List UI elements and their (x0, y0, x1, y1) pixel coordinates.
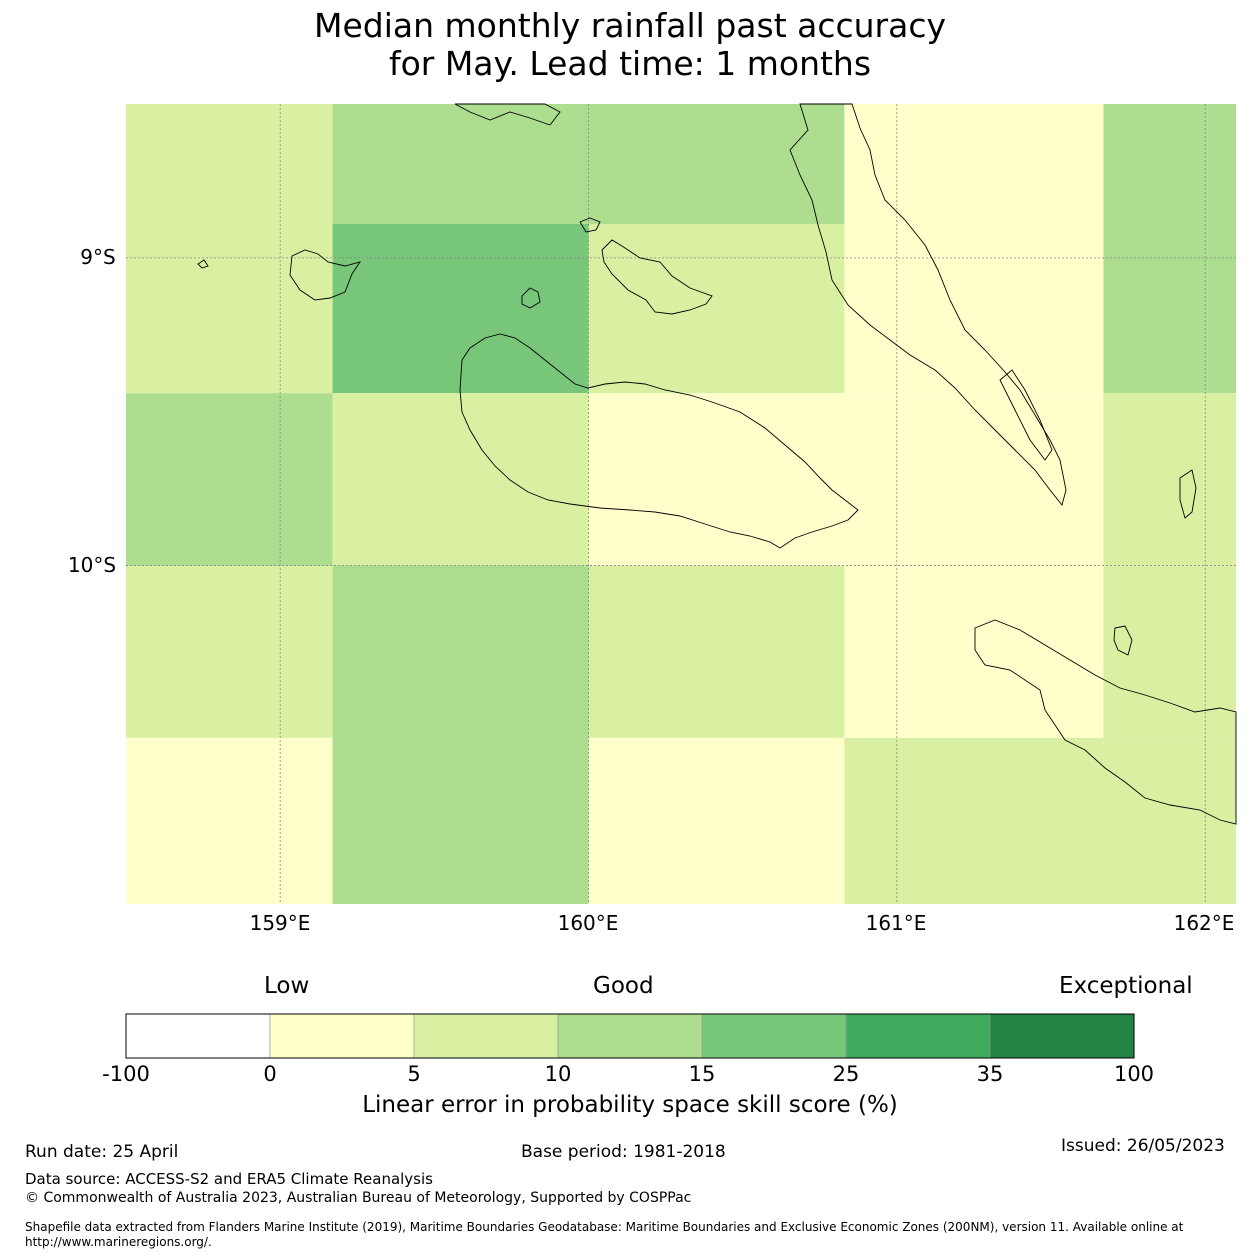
grid-cell (844, 224, 1104, 394)
colorbar-label-good: Good (593, 973, 654, 999)
grid-cell (844, 737, 1104, 904)
grid-cell (126, 565, 333, 738)
grid-cell (1103, 737, 1236, 904)
colorbar-tick-7: 100 (1113, 1062, 1155, 1086)
lon-label-162e: 162°E (1173, 911, 1235, 935)
colorbar-tick-3: 10 (544, 1062, 572, 1086)
grid-cell (1103, 224, 1236, 394)
grid-cells (126, 104, 1236, 904)
islet-coast (197, 259, 209, 269)
map-title-line2: for May. Lead time: 1 months (388, 44, 872, 83)
grid-cell (332, 104, 589, 224)
colorbar-tick-1: 0 (263, 1062, 277, 1086)
grid-cell (332, 565, 589, 738)
grid-cell (588, 104, 845, 224)
makira-coast (974, 619, 1237, 825)
grid-cell (588, 737, 845, 904)
small-islet-coast (1113, 625, 1133, 656)
guadalcanal-coast (459, 333, 859, 549)
grid-cell (126, 393, 333, 566)
grid-cell (588, 565, 845, 738)
grid-cell (1103, 565, 1236, 738)
colorbar-tick-4: 15 (688, 1062, 716, 1086)
colorbar-segment (125, 1013, 271, 1059)
grid-cell (332, 393, 589, 566)
lon-label-161e: 161°E (865, 911, 927, 935)
lon-label-159e: 159°E (249, 911, 311, 935)
colorbar-tick-0: -100 (102, 1062, 150, 1086)
grid-cell (126, 737, 333, 904)
shapefile-credit: Shapefile data extracted from Flanders M… (25, 1220, 1184, 1249)
map-title-line1: Median monthly rainfall past accuracy (313, 6, 947, 45)
colorbar-label-exceptional: Exceptional (1059, 973, 1193, 999)
grid-cell (844, 104, 1104, 224)
russell-islands-coast (289, 249, 362, 301)
grid-cell (844, 565, 1104, 738)
colorbar-segment (269, 1013, 415, 1059)
colorbar-segment (989, 1013, 1135, 1059)
grid-cell (332, 737, 589, 904)
grid-cell (1103, 393, 1236, 566)
colorbar-tick-6: 35 (976, 1062, 1004, 1086)
colorbar-tick-5: 25 (832, 1062, 860, 1086)
ulawa-coast (1179, 469, 1197, 519)
colorbar-segment (845, 1013, 991, 1059)
run-date: Run date: 25 April (25, 1142, 179, 1162)
colorbar-segment (701, 1013, 847, 1059)
colorbar-title: Linear error in probability space skill … (362, 1092, 898, 1118)
graticule (126, 104, 1236, 904)
colorbar-outline (125, 1013, 1135, 1059)
colorbar-segment (413, 1013, 559, 1059)
grid-cell (588, 393, 845, 566)
issued-date: Issued: 26/05/2023 (1061, 1136, 1225, 1156)
lat-label-10s: 10°S (67, 553, 117, 577)
lat-label-9s: 9°S (80, 245, 116, 269)
grid-cell (126, 224, 333, 394)
lon-label-160e: 160°E (557, 911, 619, 935)
grid-cell (1103, 104, 1236, 224)
colorbar-segment (557, 1013, 703, 1059)
florida-islands-coast (601, 239, 713, 315)
base-period: Base period: 1981-2018 (521, 1142, 726, 1162)
data-source: Data source: ACCESS-S2 and ERA5 Climate … (25, 1170, 433, 1188)
grid-cell (126, 104, 333, 224)
copyright: © Commonwealth of Australia 2023, Austra… (25, 1190, 692, 1206)
savo-island-coast (521, 287, 541, 309)
small-island-coast (579, 217, 601, 233)
malaita-coast (789, 103, 1067, 506)
grid-cell (332, 224, 589, 394)
grid-cell (844, 393, 1104, 566)
santa-isabel-coast (454, 103, 561, 126)
coastlines (197, 103, 1237, 825)
colorbar (125, 1013, 1135, 1059)
colorbar-tick-2: 5 (407, 1062, 421, 1086)
maramasike-coast (999, 369, 1053, 461)
colorbar-label-low: Low (264, 973, 310, 999)
